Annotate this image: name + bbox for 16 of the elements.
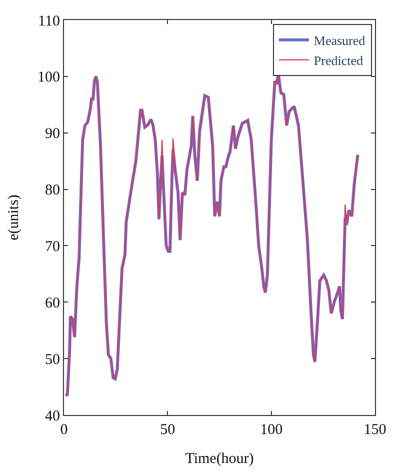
y-tick-label: 80	[45, 182, 60, 199]
y-tick-label: 70	[45, 238, 60, 255]
x-axis-title: Time(hour)	[185, 451, 254, 467]
x-tick-label: 50	[160, 422, 176, 438]
y-axis-title: e(units)	[6, 194, 22, 240]
y-tick-label: 100	[38, 70, 60, 86]
x-tick-label: 150	[364, 422, 386, 438]
y-tick-label: 40	[45, 408, 60, 424]
y-tick-label: 90	[45, 126, 60, 142]
y-tick-label: 60	[45, 295, 60, 312]
legend-label: Measured	[314, 32, 366, 48]
x-tick-label: 100	[260, 422, 283, 438]
x-tick-label: 0	[60, 422, 68, 438]
y-tick-label: 50	[45, 352, 60, 368]
legend-label: Predicted	[314, 52, 364, 68]
y-tick-label: 110	[38, 13, 60, 30]
